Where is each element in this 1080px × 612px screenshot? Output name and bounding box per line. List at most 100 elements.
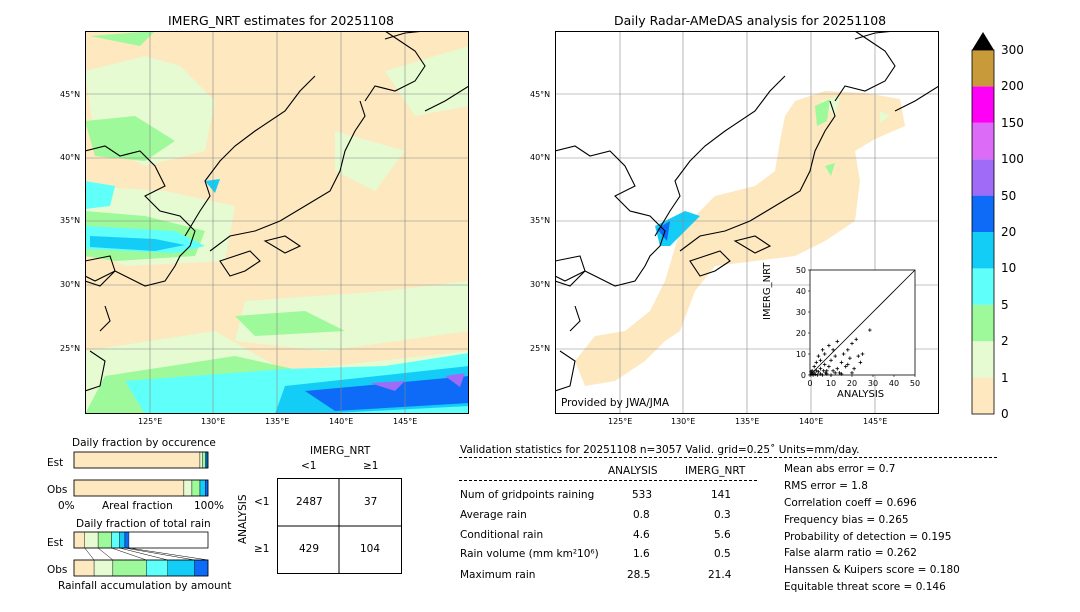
stats-row-label: Conditional rain [460, 529, 544, 541]
score-rmse: RMS error = 1.8 [784, 480, 868, 492]
scatter-point [825, 372, 829, 376]
colorbar-cell [972, 195, 994, 232]
scatter-point [858, 360, 863, 365]
colorbar-cell [972, 377, 994, 414]
colorbar-cell [972, 232, 994, 269]
colorbar-cell [972, 268, 994, 305]
inset-ytick-label: 10 [796, 350, 806, 359]
total-rain-title: Daily fraction of total rain [76, 518, 211, 530]
stack-segment [73, 451, 201, 469]
stack-frame [73, 531, 209, 549]
inset-ytick-label: 0 [801, 371, 806, 380]
right-lon-label-130: 130°E [671, 417, 696, 426]
stats-row-label: Num of gridpoints raining [460, 489, 595, 501]
inset-xtick-label: 40 [889, 379, 899, 388]
scatter-point [813, 372, 818, 377]
scatter-point [852, 366, 856, 371]
colorbar-cell [972, 50, 994, 87]
right-lon-label-145: 145°E [863, 417, 888, 426]
left-lat-label-30: 30°N [60, 280, 81, 289]
stack-segment [199, 451, 203, 469]
score-freq-bias: Frequency bias = 0.265 [784, 514, 909, 526]
total-rain-est-bar [73, 531, 209, 549]
scatter-point [822, 352, 827, 356]
colorbar-cell [972, 341, 994, 378]
scatter-point [831, 369, 835, 373]
right-lat-label-45: 45°N [530, 90, 551, 99]
scatter-point [811, 373, 815, 377]
occurrence-est-label: Est [47, 457, 64, 469]
total-rain-connectors [84, 547, 209, 561]
right-lat-label-30: 30°N [530, 280, 551, 289]
colorbar-tick-label: 300 [1001, 43, 1024, 57]
score-pod: Probability of detection = 0.195 [784, 531, 952, 543]
stats-row-analysis: 533 [632, 489, 653, 501]
inset-xtick-label: 0 [807, 379, 812, 388]
right-precip-green [815, 99, 835, 176]
scatter-point [848, 356, 852, 360]
inset-ytick-label: 20 [796, 329, 806, 338]
contingency-row-label: ANALYSIS [237, 494, 249, 544]
total-rain-xlabel: Rainfall accumulation by amount [58, 580, 232, 592]
colorbar-tick-label: 1 [1001, 370, 1009, 385]
right-lat-label-35: 35°N [530, 216, 551, 225]
inset-xtick-label: 50 [910, 379, 920, 388]
colorbar-cell [972, 159, 994, 196]
right-precip-dark [657, 221, 670, 241]
stats-header-rule [459, 457, 997, 458]
stats-row-imerg: 21.4 [708, 569, 732, 581]
contingency-row-lt: <1 [254, 496, 270, 508]
provider-credit: Provided by JWA/JMA [561, 397, 670, 409]
stack-segment [194, 559, 209, 577]
inset-xlabel: ANALYSIS [837, 389, 885, 400]
scatter-point [833, 371, 837, 375]
inset-ytick-label: 30 [796, 308, 806, 317]
left-lon-label-145: 145°E [393, 417, 418, 426]
stack-segment [97, 531, 112, 549]
inset-ytick-label: 40 [796, 287, 806, 296]
inset-scatter: 0 10 20 30 40 50 0 10 20 30 40 50 [796, 266, 920, 388]
score-far: False alarm ratio = 0.262 [784, 547, 917, 559]
scatter-point [833, 354, 837, 358]
score-mae: Mean abs error = 0.7 [784, 463, 896, 475]
total-rain-est-label: Est [47, 537, 64, 549]
right-lat-label-40: 40°N [530, 153, 551, 162]
stack-frame [73, 479, 209, 497]
scatter-point [829, 358, 833, 363]
stats-row-imerg: 0.5 [714, 548, 731, 560]
stack-connector [111, 547, 147, 561]
stats-row-analysis: 1.6 [633, 548, 650, 560]
occurrence-obs-bar [73, 479, 209, 497]
scatter-point [820, 348, 825, 352]
scatter-point [839, 360, 844, 365]
left-lon-label-130: 130°E [201, 417, 226, 426]
stack-segment [124, 531, 130, 549]
stats-col-rule [459, 480, 757, 481]
contingency-grid [277, 478, 402, 574]
scatter-point [854, 337, 858, 342]
inset-yticks: 0 10 20 30 40 50 [796, 266, 810, 380]
contingency-row-ge: ≥1 [254, 543, 270, 555]
stack-segment [199, 479, 206, 497]
contingency-cell-21: 429 [299, 543, 320, 555]
colorbar [971, 32, 995, 415]
stack-segment [93, 559, 114, 577]
occurrence-title: Daily fraction by occurence [72, 437, 216, 449]
colorbar-tick-label: 20 [1001, 225, 1017, 239]
colorbar-cell [972, 304, 994, 342]
scatter-point [809, 370, 813, 374]
stack-connector [119, 547, 168, 561]
total-rain-obs-bar [73, 559, 209, 577]
left-lon-label-125: 125°E [138, 417, 163, 426]
occurrence-tick-left: 0% [58, 500, 75, 512]
colorbar-tick-label: 100 [1001, 152, 1024, 167]
stats-col-analysis: ANALYSIS [608, 465, 658, 477]
right-lon-label-135: 135°E [735, 417, 760, 426]
scatter-point [816, 354, 821, 358]
stack-segment [191, 479, 201, 497]
scatter-point [827, 343, 831, 348]
colorbar-tick-label: 10 [1001, 261, 1017, 276]
scatter-point [818, 366, 823, 371]
left-lat-label-35: 35°N [60, 216, 81, 225]
contingency-cell-11: 2487 [296, 496, 323, 508]
